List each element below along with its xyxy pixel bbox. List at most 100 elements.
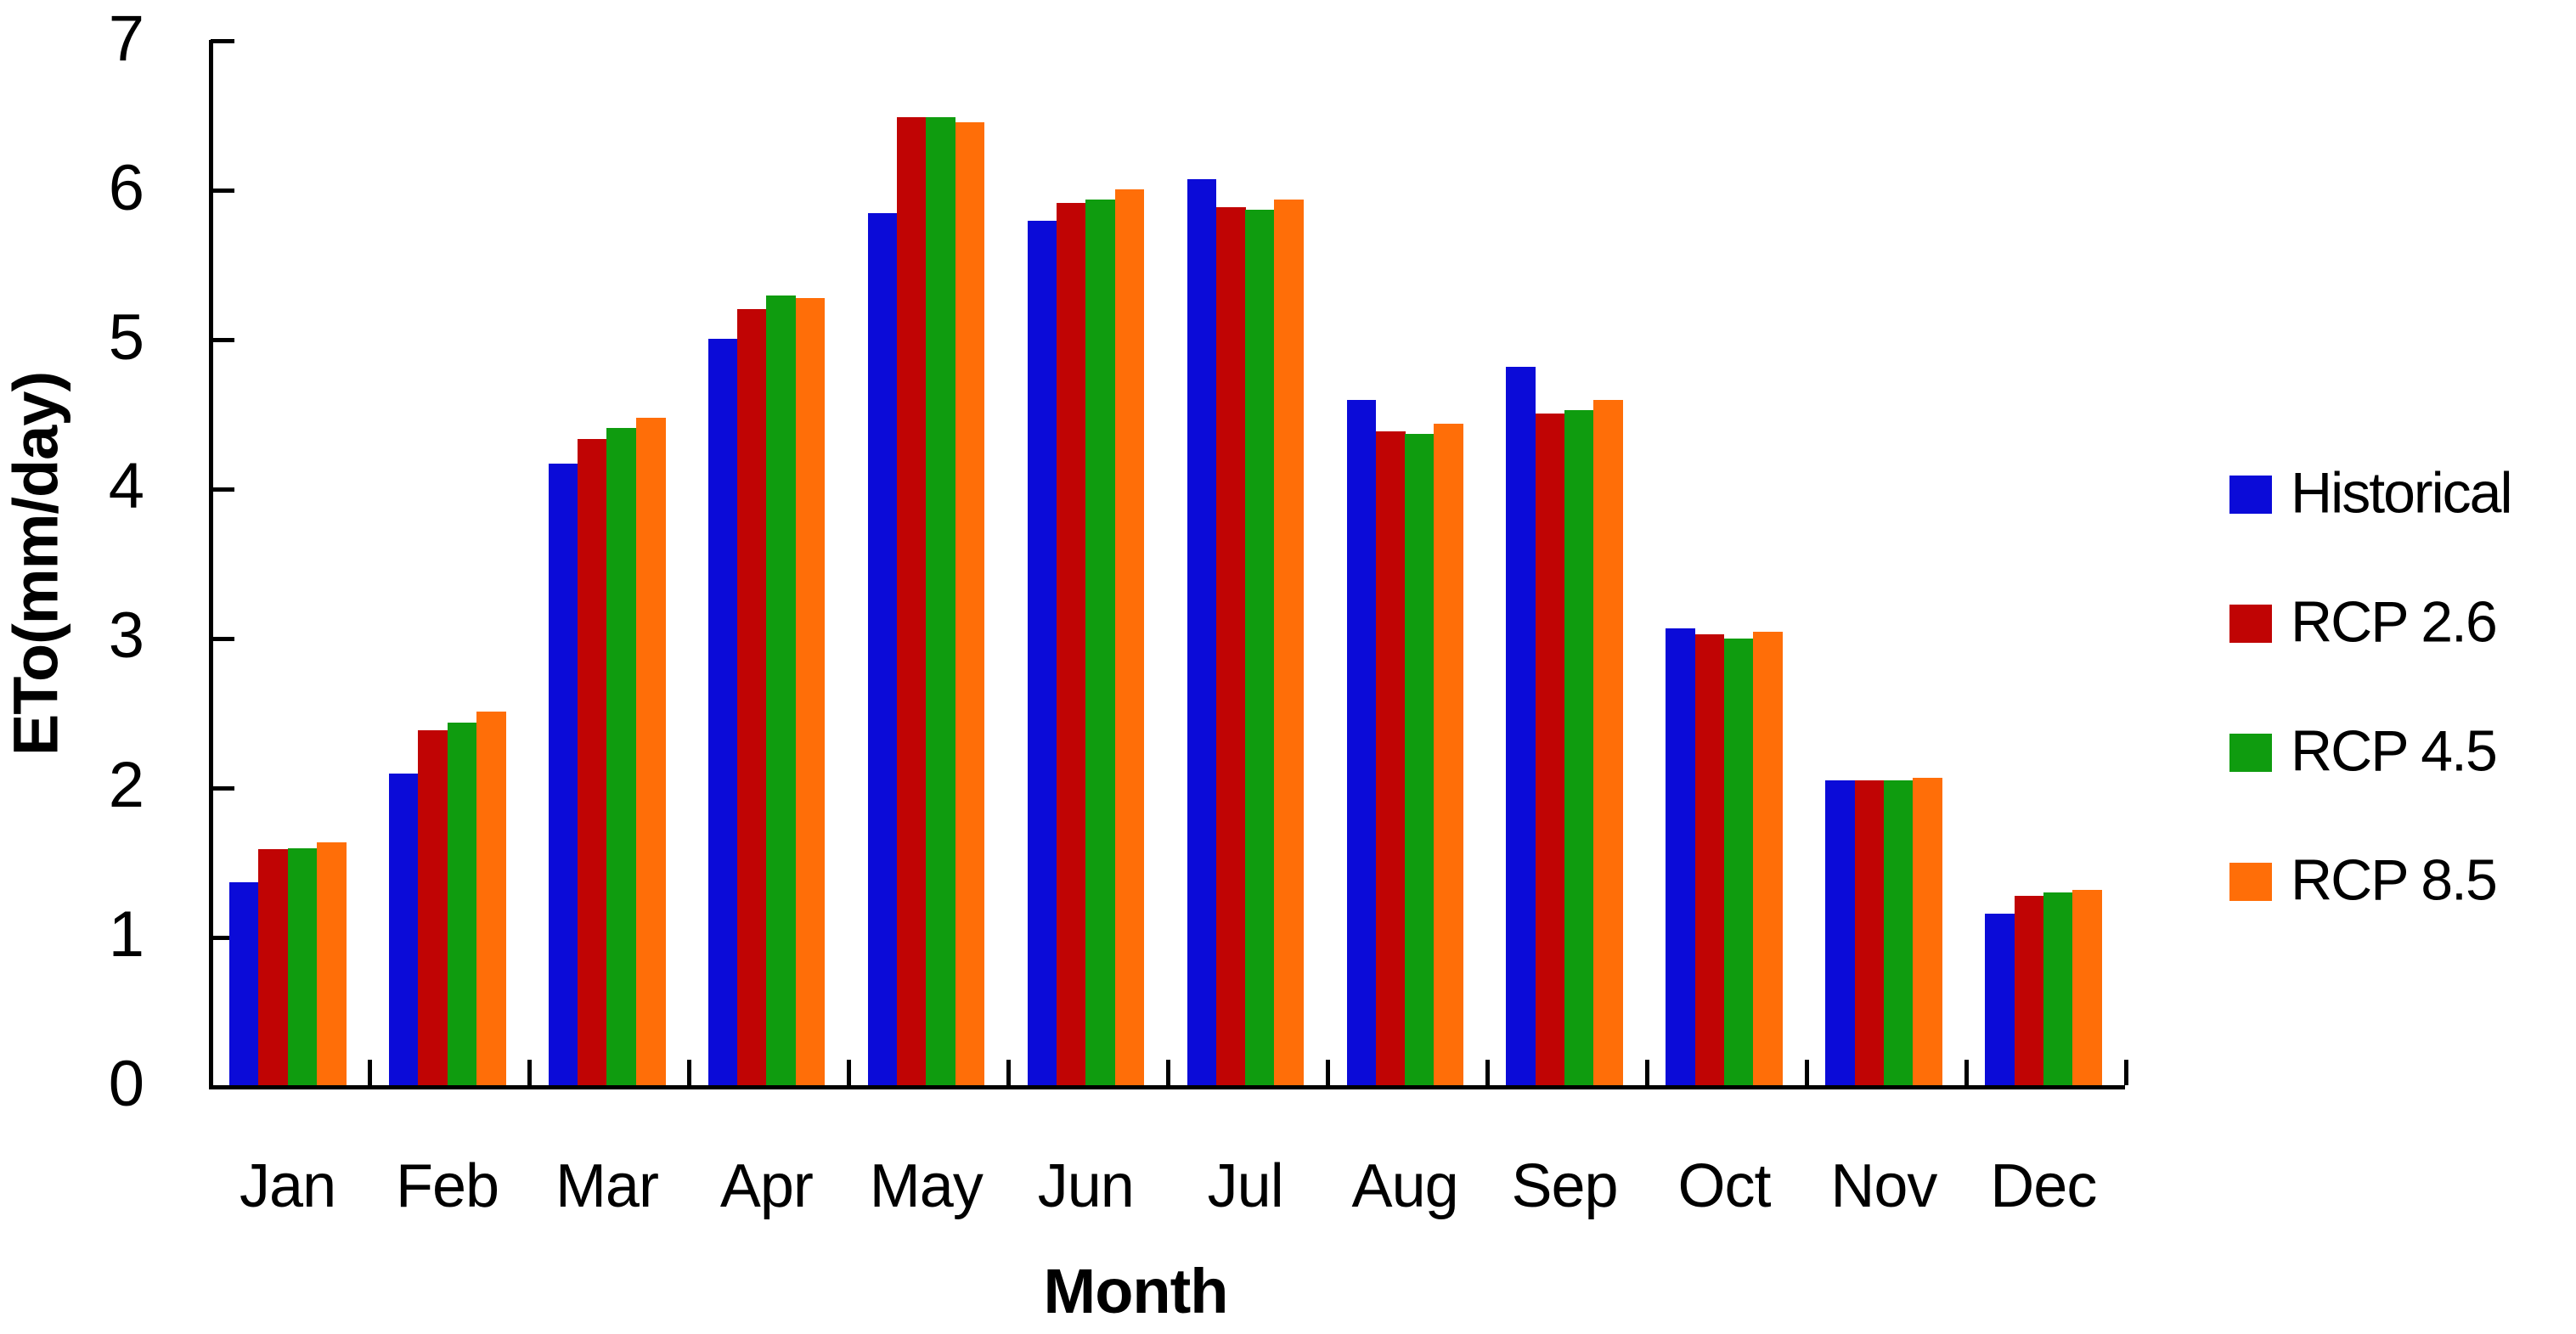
bar-oct-1 [1694, 634, 1725, 1085]
bar-apr-3 [795, 298, 826, 1085]
y-tick-label: 1 [108, 898, 144, 971]
x-axis-line [209, 1085, 2125, 1089]
x-tick-mark [1964, 1060, 1969, 1085]
bar-oct-2 [1723, 639, 1754, 1085]
bar-dec-2 [2043, 892, 2073, 1085]
x-tick-label: Nov [1830, 1152, 1937, 1220]
x-tick-label: Mar [555, 1152, 659, 1220]
bar-jul-1 [1215, 206, 1246, 1085]
x-tick-label: Jul [1207, 1152, 1284, 1220]
bar-nov-0 [1825, 780, 1856, 1085]
bar-may-1 [897, 117, 927, 1085]
x-tick-mark [1804, 1060, 1809, 1085]
bar-feb-2 [447, 722, 477, 1085]
bar-mar-1 [578, 438, 607, 1085]
bar-may-2 [926, 117, 956, 1085]
x-tick-mark [687, 1060, 692, 1085]
bar-jul-3 [1274, 200, 1305, 1085]
x-tick-label: Oct [1677, 1152, 1771, 1220]
bar-dec-0 [1985, 913, 2015, 1085]
bar-jan-2 [287, 847, 318, 1085]
x-tick-mark [1326, 1060, 1330, 1085]
bar-jul-0 [1187, 178, 1217, 1085]
x-tick-label: Jun [1037, 1152, 1135, 1220]
bar-feb-3 [476, 712, 506, 1085]
legend-swatch-4 [2229, 863, 2272, 901]
bar-dec-3 [2072, 889, 2102, 1085]
y-tick-mark [211, 636, 234, 641]
bar-apr-0 [707, 338, 738, 1085]
bar-jun-2 [1085, 200, 1116, 1085]
legend-label-2: RCP 2.6 [2291, 589, 2498, 655]
y-tick-mark [211, 935, 234, 940]
y-axis-title: ETo(mm/day) [0, 371, 71, 757]
legend-swatch-3 [2229, 734, 2272, 772]
x-tick-label: Feb [395, 1152, 499, 1220]
bar-apr-2 [766, 295, 797, 1085]
x-tick-mark [527, 1060, 533, 1085]
x-tick-mark [368, 1060, 373, 1085]
bar-aug-1 [1375, 431, 1406, 1085]
x-tick-label: Apr [719, 1152, 814, 1220]
y-tick-mark [211, 39, 234, 44]
bar-jun-0 [1027, 220, 1057, 1085]
y-tick-label: 0 [108, 1048, 144, 1121]
y-tick-mark [211, 338, 234, 342]
bar-jan-0 [229, 882, 259, 1085]
x-tick-mark [1166, 1060, 1171, 1085]
bar-feb-0 [388, 773, 419, 1085]
x-tick-label: May [869, 1152, 984, 1220]
bar-may-3 [955, 121, 985, 1085]
x-tick-mark [1644, 1060, 1649, 1085]
legend-label-4: RCP 8.5 [2291, 847, 2498, 913]
bar-nov-3 [1913, 777, 1942, 1085]
bar-nov-2 [1883, 780, 1914, 1085]
bar-mar-3 [635, 417, 666, 1085]
bar-feb-1 [418, 729, 448, 1085]
legend-swatch-1 [2229, 476, 2272, 514]
y-tick-label: 2 [108, 749, 144, 822]
x-tick-label: Aug [1351, 1152, 1459, 1220]
y-tick-label: 5 [108, 301, 144, 374]
bar-sep-2 [1564, 410, 1594, 1085]
x-tick-mark [2123, 1060, 2128, 1085]
y-tick-mark [211, 487, 234, 492]
y-tick-label: 6 [108, 151, 144, 224]
y-axis-line [209, 40, 213, 1089]
x-axis-title: Month [1043, 1256, 1229, 1326]
y-tick-label: 4 [108, 450, 144, 523]
bar-apr-1 [737, 308, 767, 1085]
bar-jun-1 [1056, 202, 1086, 1085]
y-tick-mark [211, 189, 234, 194]
bar-aug-3 [1434, 424, 1464, 1085]
bar-jan-1 [258, 849, 289, 1085]
bar-jan-3 [316, 841, 347, 1085]
bar-oct-3 [1753, 631, 1784, 1085]
bar-aug-2 [1405, 434, 1435, 1085]
bar-oct-0 [1666, 628, 1696, 1085]
bar-jun-3 [1114, 189, 1145, 1085]
x-tick-label: Dec [1990, 1152, 2097, 1220]
x-tick-label: Jan [240, 1152, 336, 1220]
bar-sep-0 [1506, 367, 1536, 1085]
x-tick-mark [847, 1060, 852, 1085]
x-tick-mark [1006, 1060, 1012, 1085]
bar-aug-0 [1346, 399, 1377, 1085]
bar-may-0 [867, 212, 898, 1085]
bar-mar-2 [606, 428, 637, 1085]
y-tick-label: 3 [108, 599, 144, 673]
y-tick-mark [211, 785, 234, 791]
legend-label-1: Historical [2291, 460, 2513, 526]
y-tick-label: 7 [108, 2, 144, 75]
bar-mar-0 [548, 464, 578, 1085]
x-tick-mark [1485, 1060, 1490, 1085]
bar-sep-3 [1593, 399, 1624, 1085]
legend-swatch-2 [2229, 605, 2272, 643]
bar-dec-1 [2014, 895, 2044, 1085]
bar-sep-1 [1535, 413, 1565, 1085]
legend-label-3: RCP 4.5 [2291, 718, 2498, 784]
bar-nov-1 [1854, 780, 1885, 1085]
bar-jul-2 [1245, 210, 1275, 1085]
x-tick-label: Sep [1511, 1152, 1618, 1220]
